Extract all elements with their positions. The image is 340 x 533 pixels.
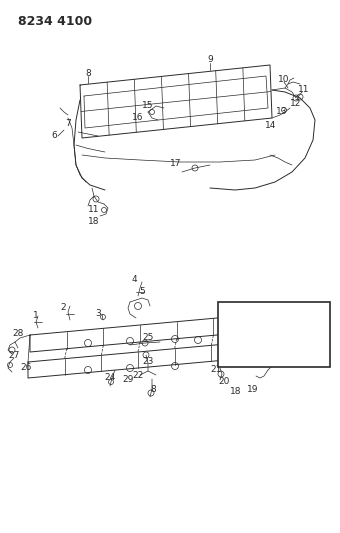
Text: 15: 15 — [142, 101, 154, 109]
Text: 1: 1 — [33, 311, 39, 319]
Text: 24: 24 — [104, 374, 116, 383]
Text: 20: 20 — [218, 377, 230, 386]
Text: 1: 1 — [225, 308, 231, 317]
Text: 27: 27 — [8, 351, 20, 360]
Text: 23: 23 — [142, 358, 154, 367]
Text: 22: 22 — [132, 370, 143, 379]
Text: 11: 11 — [88, 206, 100, 214]
Text: 17: 17 — [170, 158, 182, 167]
Text: 18: 18 — [230, 387, 242, 397]
Text: 11: 11 — [298, 85, 310, 94]
Text: 19: 19 — [235, 332, 245, 341]
Text: 4: 4 — [131, 276, 137, 285]
Text: 13: 13 — [276, 108, 288, 117]
Text: 12: 12 — [290, 100, 302, 109]
Text: 10: 10 — [278, 75, 290, 84]
Text: 9: 9 — [316, 308, 321, 317]
Text: 29: 29 — [122, 376, 134, 384]
Text: 21: 21 — [210, 366, 222, 375]
Text: 18: 18 — [88, 217, 100, 227]
Text: 19: 19 — [247, 385, 259, 394]
Text: 25: 25 — [142, 334, 154, 343]
Text: 13: 13 — [249, 305, 259, 314]
Text: 3: 3 — [95, 310, 101, 319]
Text: 14: 14 — [258, 321, 270, 330]
Text: 7: 7 — [65, 119, 71, 128]
Text: 28: 28 — [12, 329, 24, 338]
Text: 13: 13 — [266, 332, 278, 341]
Text: 8: 8 — [150, 385, 156, 394]
Bar — [218, 302, 330, 367]
Text: 5: 5 — [139, 287, 145, 296]
Text: 8: 8 — [85, 69, 91, 77]
Text: 2: 2 — [60, 303, 66, 312]
Text: 16: 16 — [132, 112, 144, 122]
Text: 10: 10 — [284, 350, 296, 359]
Text: 6: 6 — [51, 132, 57, 141]
Text: 14: 14 — [265, 122, 277, 131]
Text: 26: 26 — [20, 364, 32, 373]
Text: 7: 7 — [317, 326, 323, 335]
Text: 11: 11 — [253, 334, 263, 343]
Text: 8234 4100: 8234 4100 — [18, 15, 92, 28]
Text: 12: 12 — [276, 340, 288, 349]
Text: 9: 9 — [207, 55, 213, 64]
